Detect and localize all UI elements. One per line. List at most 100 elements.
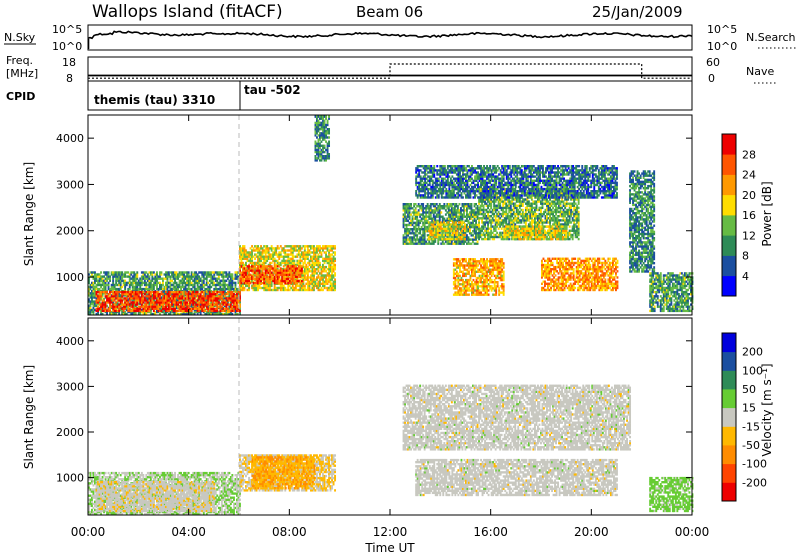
heatmap-cell — [148, 307, 151, 310]
heatmap-cell — [116, 273, 119, 276]
heatmap-cell — [145, 285, 148, 289]
heatmap-cell — [217, 271, 220, 274]
heatmap-cell — [171, 275, 174, 278]
heatmap-cell — [106, 273, 109, 276]
heatmap-cell — [189, 279, 192, 282]
heatmap-cell — [228, 304, 231, 307]
nsearch-tick-bottom: 10^0 — [707, 40, 737, 53]
heatmap-cell — [317, 125, 320, 129]
heatmap-cell — [116, 302, 119, 305]
heatmap-cell — [136, 301, 139, 304]
heatmap-cell — [149, 287, 152, 291]
heatmap-cell — [269, 279, 272, 283]
heatmap-cell — [133, 277, 136, 280]
heatmap-cell — [160, 304, 163, 307]
heatmap-cell — [229, 275, 232, 278]
heatmap-cell — [156, 299, 158, 302]
heatmap-cell — [300, 265, 303, 268]
heatmap-cell — [143, 283, 146, 287]
heatmap-cell — [148, 285, 151, 289]
heatmap-cell — [236, 307, 238, 310]
heatmap-cell — [142, 275, 145, 278]
heatmap-cell — [148, 271, 151, 274]
heatmap-cell — [172, 299, 175, 302]
heatmap-cell — [169, 308, 172, 312]
heatmap-cell — [267, 286, 270, 290]
heatmap-cell — [245, 257, 247, 260]
heatmap-cell — [225, 308, 228, 312]
heatmap-cell — [260, 259, 263, 263]
heatmap-cell — [208, 275, 211, 278]
heatmap-cell — [177, 277, 180, 280]
heatmap-cell — [118, 292, 121, 295]
heatmap-cell — [198, 307, 201, 310]
heatmap-cell — [124, 301, 127, 304]
heatmap-cell — [239, 253, 241, 256]
heatmap-cell — [168, 273, 170, 276]
heatmap-cell — [282, 284, 285, 288]
heatmap-cell — [213, 281, 216, 285]
heatmap-cell — [211, 281, 214, 285]
heatmap-cell — [254, 274, 257, 277]
heatmap-cell — [264, 251, 267, 254]
heatmap-cell — [319, 261, 321, 265]
heatmap-cell — [264, 259, 267, 263]
heatmap-cell — [119, 290, 122, 294]
heatmap-cell — [181, 283, 184, 287]
heatmap-cell — [208, 285, 211, 289]
heatmap-cell — [149, 293, 152, 296]
heatmap-cell — [211, 275, 214, 278]
heatmap-cell — [248, 263, 251, 267]
heatmap-cell — [134, 299, 137, 302]
heatmap-cell — [258, 255, 261, 258]
heatmap-cell — [174, 285, 177, 289]
heatmap-cell — [226, 307, 229, 310]
heatmap-cell — [172, 271, 175, 274]
heatmap-cell — [88, 308, 90, 312]
heatmap-cell — [146, 279, 149, 282]
heatmap-cell — [263, 272, 266, 275]
heatmap-cell — [419, 221, 422, 225]
heatmap-cell — [408, 211, 411, 214]
heatmap-cell — [263, 279, 266, 283]
heatmap-cell — [154, 290, 157, 294]
heatmap-cell — [189, 301, 192, 304]
heatmap-cell — [140, 275, 143, 278]
heatmap-cell — [100, 296, 103, 299]
heatmap-cell — [233, 309, 235, 313]
heatmap-cell — [201, 287, 204, 291]
heatmap-cell — [166, 275, 169, 278]
heatmap-cell — [216, 303, 219, 306]
heatmap-cell — [478, 262, 481, 265]
heatmap-cell — [101, 275, 104, 278]
heatmap-cell — [202, 297, 205, 300]
heatmap-cell — [202, 293, 205, 296]
heatmap-cell — [137, 290, 140, 294]
heatmap-cell — [223, 287, 226, 291]
heatmap-cell — [205, 312, 208, 316]
heatmap-cell — [459, 231, 462, 235]
heatmap-cell — [149, 306, 152, 310]
heatmap-cell — [316, 136, 318, 139]
heatmap-cell — [142, 281, 145, 285]
heatmap-cell — [201, 299, 204, 302]
heatmap-cell — [220, 297, 223, 300]
heatmap-cell — [100, 293, 103, 296]
heatmap-cell — [269, 247, 272, 250]
heatmap-cell — [110, 306, 113, 310]
heatmap-cell — [180, 297, 183, 300]
heatmap-cell — [130, 293, 133, 296]
heatmap-cell — [131, 277, 134, 280]
heatmap-cell — [272, 288, 275, 292]
heatmap-cell — [89, 294, 92, 297]
heatmap-cell — [162, 281, 164, 285]
heatmap-cell — [272, 251, 275, 254]
heatmap-cell — [92, 310, 95, 314]
heatmap-cell — [180, 281, 183, 285]
heatmap-cell — [101, 296, 104, 299]
heatmap-cell — [282, 247, 285, 250]
heatmap-cell — [466, 211, 468, 214]
heatmap-cell — [477, 264, 480, 267]
heatmap-cell — [220, 271, 223, 274]
heatmap-cell — [222, 312, 225, 316]
